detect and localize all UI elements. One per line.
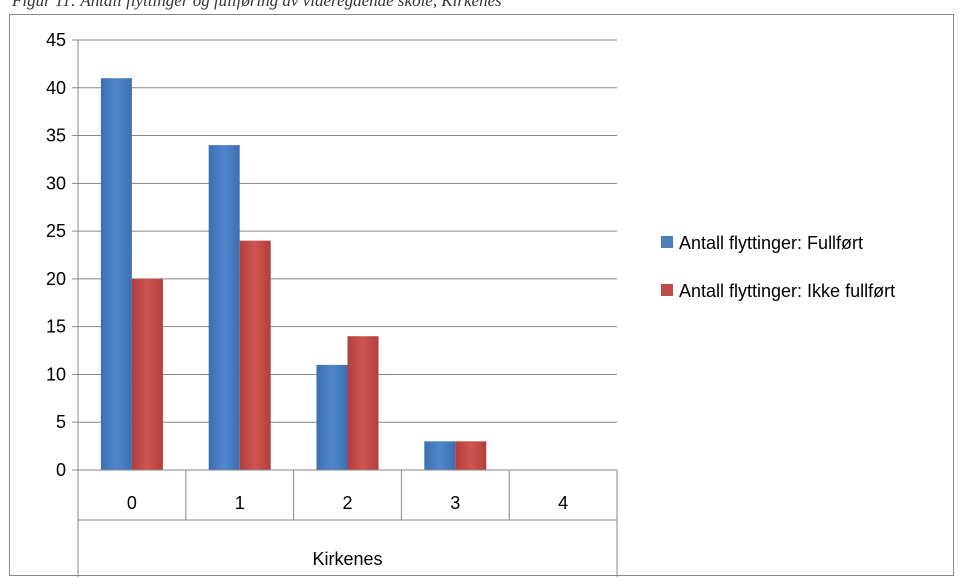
legend-swatch-fullfort xyxy=(661,236,673,248)
y-tick-label: 15 xyxy=(46,317,66,337)
x-tick-label: 4 xyxy=(558,493,568,513)
x-tick-label: 2 xyxy=(342,493,352,513)
legend-label-fullfort: Antall flyttinger: Fullført xyxy=(679,233,864,253)
bar-fullfort-1 xyxy=(208,145,240,470)
y-tick-label: 35 xyxy=(46,126,66,146)
y-tick-label: 25 xyxy=(46,221,66,241)
tick-labels: 0 5 10 15 20 25 30 35 40 45 0 1 2 3 4 Kirkenes xyxy=(46,30,568,569)
bar-fullfort-2 xyxy=(316,364,348,470)
legend-item-ikke-fullfort: Antall flyttinger: Ikke fullført xyxy=(661,278,951,304)
bar-ikke-fullfort-0 xyxy=(131,278,163,470)
bar-ikke-fullfort-1 xyxy=(239,240,271,470)
bar-ikke-fullfort-3 xyxy=(455,441,487,470)
x-tick-label: 1 xyxy=(235,493,245,513)
legend-item-fullfort: Antall flyttinger: Fullført xyxy=(661,230,951,256)
legend: Antall flyttinger: Fullført Antall flytt… xyxy=(661,230,951,326)
bar-ikke-fullfort-2 xyxy=(347,336,379,470)
x-tick-label: 3 xyxy=(450,493,460,513)
bar-fullfort-0 xyxy=(100,78,132,470)
x-group-label: Kirkenes xyxy=(312,549,382,569)
x-tick-label: 0 xyxy=(127,493,137,513)
y-tick-label: 5 xyxy=(56,412,66,432)
y-tick-label: 10 xyxy=(46,364,66,384)
y-tick-label: 40 xyxy=(46,78,66,98)
y-tick-label: 0 xyxy=(56,460,66,480)
legend-swatch-ikke-fullfort xyxy=(661,284,673,296)
figure-caption: Figur 11: Antall flyttinger og fullførin… xyxy=(12,0,502,10)
y-tick-label: 30 xyxy=(46,173,66,193)
bar-fullfort-3 xyxy=(424,441,456,470)
bars xyxy=(100,78,487,470)
y-tick-label: 45 xyxy=(46,30,66,50)
y-tick-label: 20 xyxy=(46,269,66,289)
chart-frame xyxy=(9,14,954,576)
axes xyxy=(72,39,618,577)
legend-label-ikke-fullfort: Antall flyttinger: Ikke fullført xyxy=(679,281,896,301)
